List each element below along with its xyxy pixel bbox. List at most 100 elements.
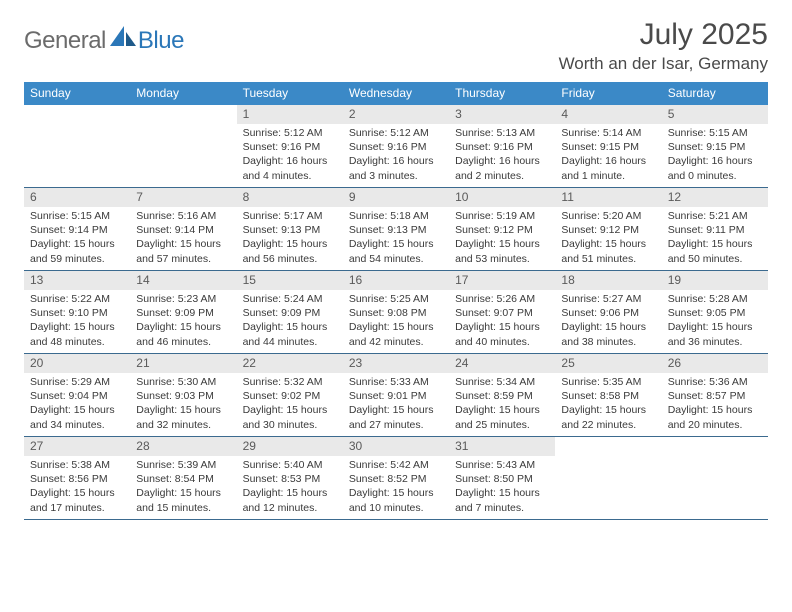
day-number: 23 — [343, 354, 449, 373]
daylight-line: Daylight: 15 hours and 44 minutes. — [243, 320, 337, 348]
day-number: 4 — [555, 105, 661, 124]
weekday-header: Monday — [130, 82, 236, 105]
daylight-line: Daylight: 15 hours and 32 minutes. — [136, 403, 230, 431]
day-cell: 9Sunrise: 5:18 AMSunset: 9:13 PMDaylight… — [343, 188, 449, 270]
sunset-line: Sunset: 9:02 PM — [243, 389, 337, 403]
day-cell: 5Sunrise: 5:15 AMSunset: 9:15 PMDaylight… — [662, 105, 768, 187]
day-cell: 31Sunrise: 5:43 AMSunset: 8:50 PMDayligh… — [449, 437, 555, 519]
day-number: 3 — [449, 105, 555, 124]
sunset-line: Sunset: 9:03 PM — [136, 389, 230, 403]
sunrise-line: Sunrise: 5:13 AM — [455, 126, 549, 140]
sunrise-line: Sunrise: 5:24 AM — [243, 292, 337, 306]
daylight-line: Daylight: 15 hours and 57 minutes. — [136, 237, 230, 265]
day-number: 17 — [449, 271, 555, 290]
sunrise-line: Sunrise: 5:38 AM — [30, 458, 124, 472]
day-cell: 10Sunrise: 5:19 AMSunset: 9:12 PMDayligh… — [449, 188, 555, 270]
day-cell-empty — [662, 437, 768, 519]
day-cell: 13Sunrise: 5:22 AMSunset: 9:10 PMDayligh… — [24, 271, 130, 353]
weekday-header-row: SundayMondayTuesdayWednesdayThursdayFrid… — [24, 82, 768, 105]
weekday-header: Sunday — [24, 82, 130, 105]
day-number: 15 — [237, 271, 343, 290]
day-number: 13 — [24, 271, 130, 290]
daylight-line: Daylight: 15 hours and 36 minutes. — [668, 320, 762, 348]
day-details: Sunrise: 5:28 AMSunset: 9:05 PMDaylight:… — [662, 290, 768, 353]
daylight-line: Daylight: 15 hours and 59 minutes. — [30, 237, 124, 265]
day-details: Sunrise: 5:25 AMSunset: 9:08 PMDaylight:… — [343, 290, 449, 353]
day-details: Sunrise: 5:30 AMSunset: 9:03 PMDaylight:… — [130, 373, 236, 436]
day-number: 1 — [237, 105, 343, 124]
daylight-line: Daylight: 16 hours and 1 minute. — [561, 154, 655, 182]
day-number: 5 — [662, 105, 768, 124]
sunrise-line: Sunrise: 5:25 AM — [349, 292, 443, 306]
day-details: Sunrise: 5:20 AMSunset: 9:12 PMDaylight:… — [555, 207, 661, 270]
daylight-line: Daylight: 15 hours and 25 minutes. — [455, 403, 549, 431]
day-cell: 6Sunrise: 5:15 AMSunset: 9:14 PMDaylight… — [24, 188, 130, 270]
sunset-line: Sunset: 9:11 PM — [668, 223, 762, 237]
daylight-line: Daylight: 15 hours and 7 minutes. — [455, 486, 549, 514]
daylight-line: Daylight: 15 hours and 50 minutes. — [668, 237, 762, 265]
day-number: 22 — [237, 354, 343, 373]
sunrise-line: Sunrise: 5:35 AM — [561, 375, 655, 389]
sunrise-line: Sunrise: 5:19 AM — [455, 209, 549, 223]
daylight-line: Daylight: 15 hours and 54 minutes. — [349, 237, 443, 265]
month-title: July 2025 — [559, 18, 768, 52]
daylight-line: Daylight: 16 hours and 0 minutes. — [668, 154, 762, 182]
day-number: 16 — [343, 271, 449, 290]
sunset-line: Sunset: 9:12 PM — [561, 223, 655, 237]
weekday-header: Saturday — [662, 82, 768, 105]
day-cell: 30Sunrise: 5:42 AMSunset: 8:52 PMDayligh… — [343, 437, 449, 519]
sunrise-line: Sunrise: 5:26 AM — [455, 292, 549, 306]
sunrise-line: Sunrise: 5:43 AM — [455, 458, 549, 472]
sunset-line: Sunset: 9:07 PM — [455, 306, 549, 320]
day-cell: 1Sunrise: 5:12 AMSunset: 9:16 PMDaylight… — [237, 105, 343, 187]
sunset-line: Sunset: 9:15 PM — [668, 140, 762, 154]
week-row: 20Sunrise: 5:29 AMSunset: 9:04 PMDayligh… — [24, 354, 768, 437]
day-cell: 18Sunrise: 5:27 AMSunset: 9:06 PMDayligh… — [555, 271, 661, 353]
weekday-header: Friday — [555, 82, 661, 105]
sunrise-line: Sunrise: 5:42 AM — [349, 458, 443, 472]
day-details: Sunrise: 5:42 AMSunset: 8:52 PMDaylight:… — [343, 456, 449, 519]
weekday-header: Thursday — [449, 82, 555, 105]
day-cell: 3Sunrise: 5:13 AMSunset: 9:16 PMDaylight… — [449, 105, 555, 187]
day-number: 9 — [343, 188, 449, 207]
day-number: 11 — [555, 188, 661, 207]
weekday-header: Wednesday — [343, 82, 449, 105]
day-cell: 22Sunrise: 5:32 AMSunset: 9:02 PMDayligh… — [237, 354, 343, 436]
daylight-line: Daylight: 16 hours and 3 minutes. — [349, 154, 443, 182]
sunset-line: Sunset: 8:50 PM — [455, 472, 549, 486]
sunrise-line: Sunrise: 5:20 AM — [561, 209, 655, 223]
day-cell: 11Sunrise: 5:20 AMSunset: 9:12 PMDayligh… — [555, 188, 661, 270]
daylight-line: Daylight: 15 hours and 40 minutes. — [455, 320, 549, 348]
brand-sail-icon — [110, 26, 136, 46]
daylight-line: Daylight: 15 hours and 51 minutes. — [561, 237, 655, 265]
sunset-line: Sunset: 9:09 PM — [243, 306, 337, 320]
weeks-container: 1Sunrise: 5:12 AMSunset: 9:16 PMDaylight… — [24, 105, 768, 520]
sunset-line: Sunset: 9:10 PM — [30, 306, 124, 320]
sunset-line: Sunset: 9:04 PM — [30, 389, 124, 403]
sunrise-line: Sunrise: 5:36 AM — [668, 375, 762, 389]
day-cell: 29Sunrise: 5:40 AMSunset: 8:53 PMDayligh… — [237, 437, 343, 519]
sunset-line: Sunset: 9:06 PM — [561, 306, 655, 320]
day-details: Sunrise: 5:15 AMSunset: 9:15 PMDaylight:… — [662, 124, 768, 187]
day-number: 8 — [237, 188, 343, 207]
sunset-line: Sunset: 9:12 PM — [455, 223, 549, 237]
sunset-line: Sunset: 8:59 PM — [455, 389, 549, 403]
sunrise-line: Sunrise: 5:32 AM — [243, 375, 337, 389]
sunset-line: Sunset: 8:57 PM — [668, 389, 762, 403]
sunset-line: Sunset: 8:56 PM — [30, 472, 124, 486]
sunset-line: Sunset: 8:58 PM — [561, 389, 655, 403]
daylight-line: Daylight: 16 hours and 4 minutes. — [243, 154, 337, 182]
day-details: Sunrise: 5:34 AMSunset: 8:59 PMDaylight:… — [449, 373, 555, 436]
day-number: 12 — [662, 188, 768, 207]
daylight-line: Daylight: 15 hours and 17 minutes. — [30, 486, 124, 514]
sunset-line: Sunset: 9:08 PM — [349, 306, 443, 320]
day-cell: 20Sunrise: 5:29 AMSunset: 9:04 PMDayligh… — [24, 354, 130, 436]
day-number: 14 — [130, 271, 236, 290]
sunrise-line: Sunrise: 5:21 AM — [668, 209, 762, 223]
daylight-line: Daylight: 15 hours and 15 minutes. — [136, 486, 230, 514]
sunset-line: Sunset: 8:53 PM — [243, 472, 337, 486]
daylight-line: Daylight: 15 hours and 34 minutes. — [30, 403, 124, 431]
day-details: Sunrise: 5:39 AMSunset: 8:54 PMDaylight:… — [130, 456, 236, 519]
sunset-line: Sunset: 9:05 PM — [668, 306, 762, 320]
day-details: Sunrise: 5:23 AMSunset: 9:09 PMDaylight:… — [130, 290, 236, 353]
